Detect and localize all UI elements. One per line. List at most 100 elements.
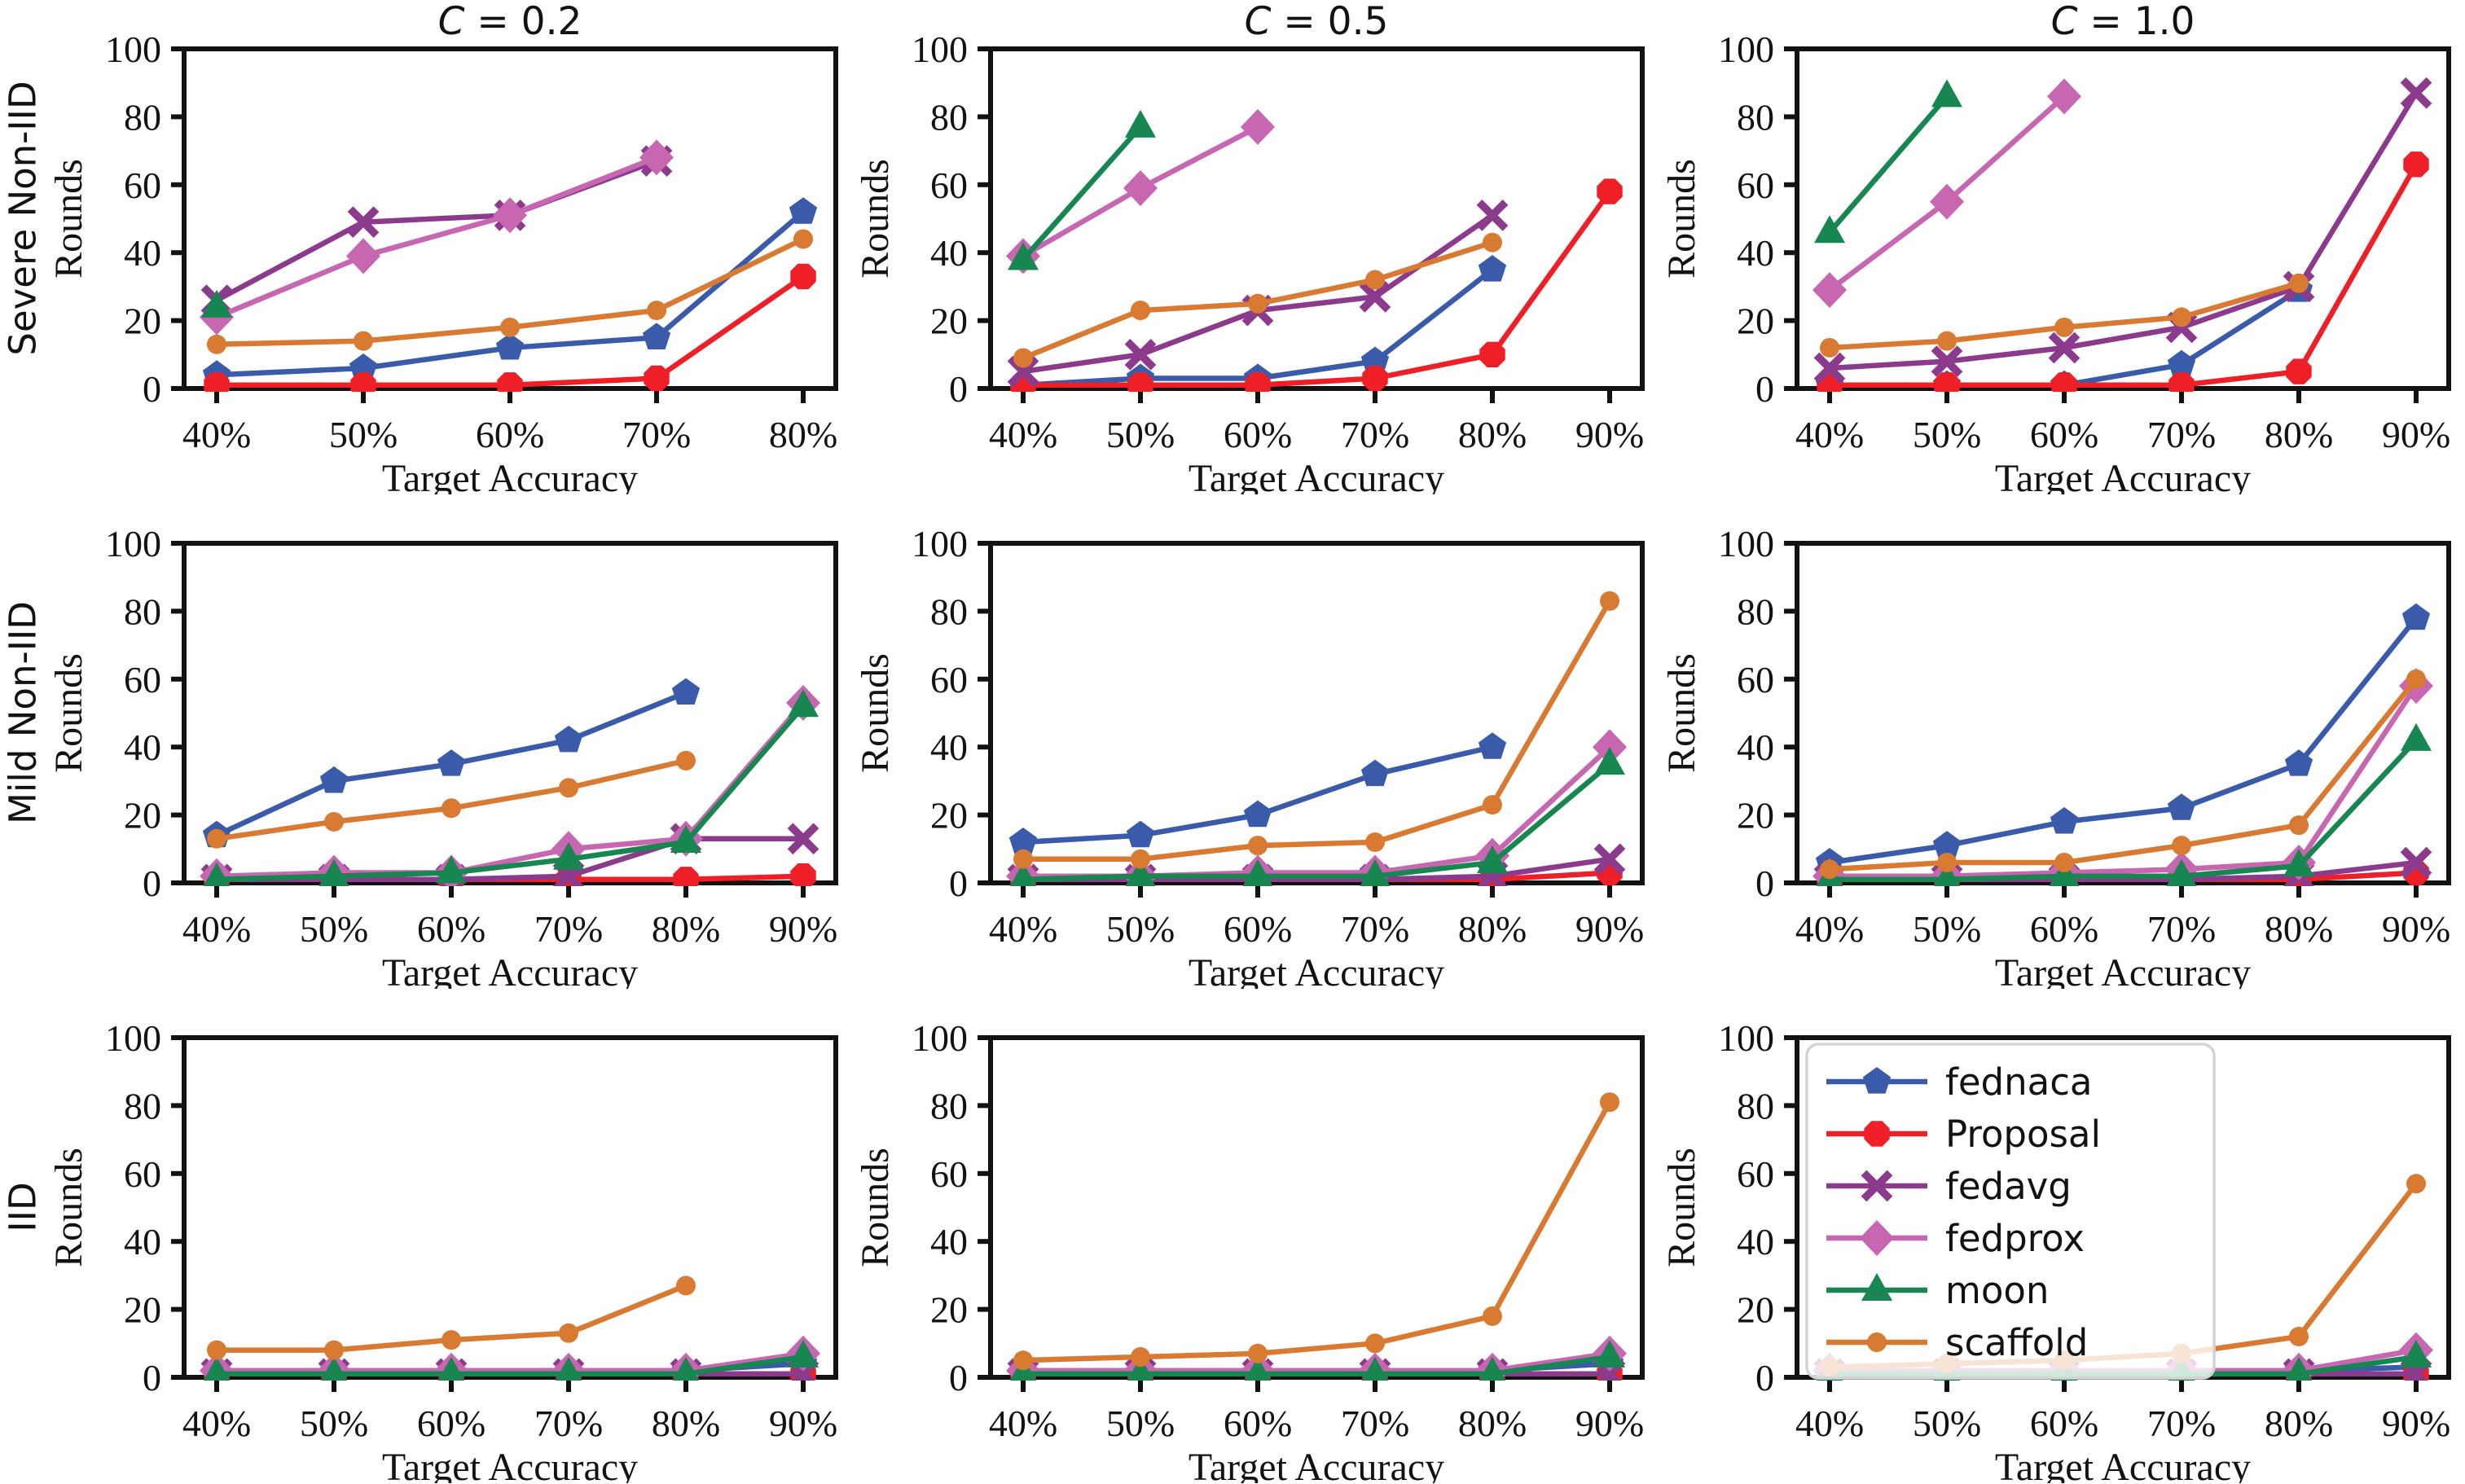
- scaffold-marker: [1013, 1350, 1033, 1371]
- fednaca-marker: [2284, 749, 2313, 776]
- x-tick-label: 70%: [2147, 908, 2216, 950]
- moon-marker: [1931, 79, 1962, 108]
- scaffold-marker: [676, 1275, 696, 1296]
- scaffold-marker: [2172, 836, 2191, 856]
- plot-frame: [1795, 541, 2451, 885]
- fedavg-marker: [1931, 345, 1963, 377]
- x-tick-label: 40%: [1795, 1403, 1864, 1444]
- y-tick-label: 40: [1737, 727, 1774, 768]
- scaffold-marker: [2054, 852, 2074, 872]
- y-tick-label: 0: [949, 863, 968, 904]
- fedprox-marker: [2047, 78, 2081, 115]
- fedprox-marker: [1930, 183, 1964, 220]
- scaffold-marker: [2172, 307, 2191, 327]
- fedprox-marker: [1812, 272, 1847, 309]
- x-axis-label: Target Accuracy: [1189, 1446, 1444, 1483]
- chart-severe-c05: 0 20 40 60 80 100 40% 50% 60% 70% 80% 90% Target Acc…: [854, 0, 1645, 494]
- x-tick-label: 40%: [989, 908, 1057, 950]
- x-tick-label: 80%: [1458, 414, 1527, 455]
- x-tick-label: 70%: [622, 414, 691, 455]
- scaffold-marker: [1365, 270, 1385, 290]
- moon-marker: [1009, 862, 1037, 886]
- scaffold-marker: [2289, 273, 2309, 293]
- moon-marker: [2166, 858, 2197, 886]
- fednaca-marker: [2401, 603, 2431, 630]
- x-tick-label: 40%: [182, 908, 251, 950]
- scaffold-marker: [1600, 1092, 1619, 1113]
- Proposal-marker: [1127, 372, 1153, 392]
- chart-iid-c02: 0 20 40 60 80 100 40% 50% 60% 70% 80% 90% Target Acc…: [47, 1017, 838, 1483]
- x-tick-label: 50%: [1106, 414, 1175, 455]
- fednaca-marker: [1360, 759, 1390, 787]
- y-tick-label: 60: [930, 165, 968, 206]
- y-tick-label: 20: [1737, 1289, 1774, 1331]
- subplot-severe-c05: 0 20 40 60 80 100 40% 50% 60% 70% 80% 90% Target Acc…: [852, 0, 1659, 494]
- x-tick-label: 60%: [2030, 1403, 2098, 1444]
- scaffold-marker: [2406, 669, 2426, 689]
- chart-mild-c02: 0 20 40 60 80 100 40% 50% 60% 70% 80% 90% Target Acc…: [47, 523, 838, 989]
- subplot-iid-c05: 0 20 40 60 80 100 40% 50% 60% 70% 80% 90% Target Acc…: [852, 989, 1659, 1483]
- moon-marker: [1242, 858, 1273, 886]
- x-tick-label: 60%: [417, 908, 486, 950]
- scaffold-marker: [1937, 331, 1957, 351]
- fednaca-marker: [319, 766, 349, 793]
- fednaca-line: [1829, 616, 2419, 866]
- y-tick-label: 20: [124, 795, 161, 836]
- y-tick-label: 20: [930, 795, 968, 836]
- fednaca-marker: [2050, 806, 2079, 834]
- legend-marker-Proposal: [1864, 1121, 1890, 1147]
- fedavg-marker: [1476, 199, 1509, 231]
- series-layer: [1812, 603, 2433, 886]
- scaffold-marker: [647, 301, 666, 321]
- scaffold-marker: [354, 331, 373, 351]
- moon-marker: [1008, 242, 1039, 270]
- Proposal-marker: [644, 365, 670, 392]
- legend: fednaca Proposal fedavg fedprox moon scaffold: [1805, 1043, 2216, 1380]
- Proposal-marker: [350, 372, 376, 392]
- scaffold-marker: [1820, 337, 1839, 358]
- x-tick-label: 70%: [2147, 1403, 2216, 1444]
- scaffold-marker: [2289, 1326, 2309, 1346]
- x-tick-label: 80%: [2265, 1403, 2333, 1444]
- row-gutter: Mild Non-IID: [0, 494, 46, 989]
- Proposal-marker: [790, 863, 816, 886]
- x-tick-label: 40%: [989, 1403, 1057, 1444]
- plot-frame: [988, 541, 1645, 885]
- x-tick-label: 50%: [1106, 908, 1175, 950]
- moon-marker: [1127, 1356, 1154, 1381]
- moon-marker: [2285, 1356, 2313, 1381]
- moon-marker: [320, 1356, 348, 1381]
- scaffold-marker: [324, 811, 344, 832]
- fedavg-marker: [1007, 355, 1039, 388]
- x-tick-label: 50%: [1913, 414, 1981, 455]
- moon-marker: [672, 1356, 700, 1381]
- y-tick-label: 0: [1755, 1357, 1774, 1398]
- subplot-iid-c10: 0 20 40 60 80 100 40% 50% 60% 70% 80% 90% Target Acc…: [1659, 989, 2465, 1483]
- x-axis-label: Target Accuracy: [1995, 951, 2251, 989]
- moon-marker: [203, 1356, 231, 1381]
- fedavg-line: [1022, 213, 1494, 375]
- fedprox-line: [217, 1350, 804, 1373]
- y-tick-label: 80: [930, 1085, 968, 1126]
- plot-frame: [182, 1035, 838, 1380]
- Proposal-marker: [2403, 151, 2429, 178]
- plot-frame: [988, 1035, 1645, 1380]
- moon-line: [217, 1354, 804, 1377]
- x-tick-label: 90%: [2382, 908, 2450, 950]
- scaffold-marker: [676, 750, 696, 771]
- subplot-title: C = 0.5: [1245, 0, 1389, 44]
- x-axis-label: Target Accuracy: [1189, 457, 1444, 494]
- Proposal-marker: [2286, 358, 2312, 384]
- x-tick-label: 60%: [1224, 908, 1292, 950]
- fedavg-marker: [347, 206, 380, 239]
- fedavg-marker: [1124, 338, 1157, 371]
- moon-marker: [1814, 215, 1845, 244]
- series-layer: [200, 139, 818, 392]
- y-axis-label: Rounds: [47, 159, 90, 279]
- fedprox-line: [1023, 1350, 1610, 1373]
- x-tick-label: 80%: [769, 414, 837, 455]
- y-tick-label: 0: [949, 1357, 968, 1398]
- moon-line: [1023, 1354, 1610, 1377]
- y-tick-label: 60: [124, 659, 161, 700]
